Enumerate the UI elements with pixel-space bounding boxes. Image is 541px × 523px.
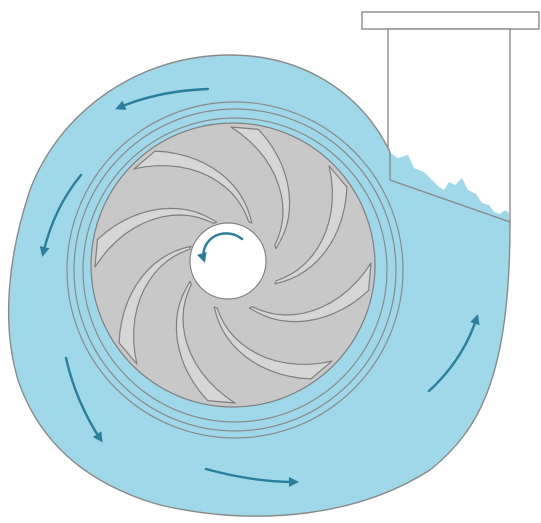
impeller-vane bbox=[230, 126, 291, 250]
casing-ring-outer bbox=[66, 101, 404, 439]
impeller-vane bbox=[248, 262, 372, 323]
discharge-flange bbox=[361, 11, 540, 30]
impeller-vane bbox=[175, 280, 236, 404]
impeller-vane bbox=[118, 245, 192, 365]
impeller-vane bbox=[133, 150, 253, 224]
impeller-vane bbox=[213, 306, 333, 380]
impeller-vanes bbox=[94, 126, 372, 404]
flow-arrow-lower-left bbox=[64, 356, 103, 443]
casing-ring-inner bbox=[82, 117, 388, 423]
counterclockwise-rotation-icon bbox=[196, 232, 244, 263]
impeller-vane bbox=[94, 207, 218, 268]
flow-arrow-bottom bbox=[204, 467, 300, 488]
flow-arrow-upper-left bbox=[39, 173, 83, 257]
casing-ring-middle bbox=[73, 108, 397, 432]
flow-arrow-top bbox=[115, 87, 210, 110]
flow-arrow-right bbox=[427, 314, 480, 393]
impeller-vane bbox=[274, 165, 348, 285]
